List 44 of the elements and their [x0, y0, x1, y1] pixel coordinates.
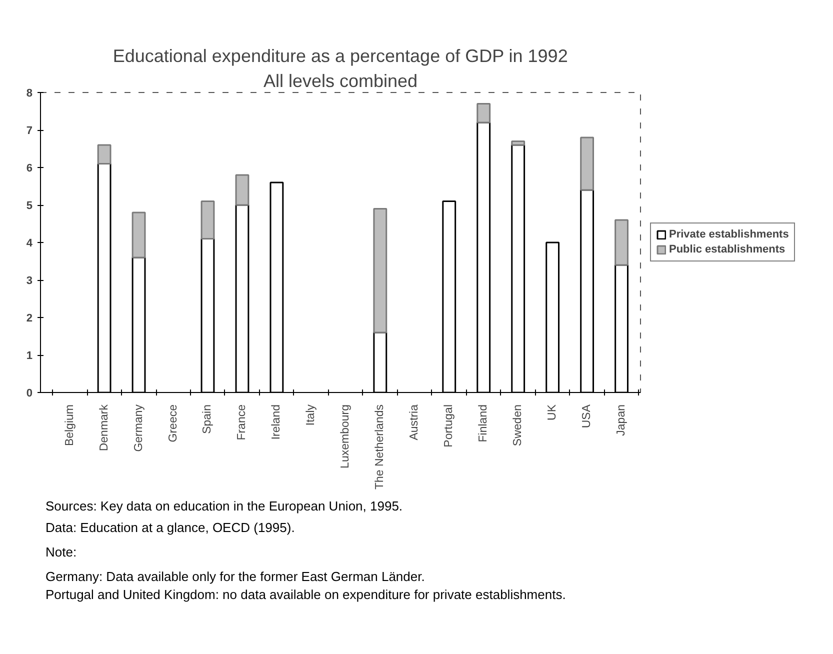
x-tick-label: The Netherlands	[374, 404, 386, 490]
bar	[235, 174, 250, 206]
x-tick-label: Belgium	[64, 404, 76, 446]
text: Portugal and United Kingdom: no data available on expenditure for private establishments.	[46, 587, 566, 602]
legend-label: Private establishments	[669, 228, 789, 240]
y-tick-label: 5	[26, 200, 33, 212]
x-tick-label: Ireland	[270, 404, 283, 440]
bar	[200, 200, 215, 240]
x-tick-label: Germany	[132, 404, 145, 452]
x-tick-label: France	[236, 404, 248, 440]
x-tick-label: Finland	[478, 404, 490, 442]
bar	[373, 208, 388, 334]
x-tick-label: Sweden	[512, 404, 524, 446]
x-tick-label: Italy	[305, 404, 318, 426]
x-tick-label: Austria	[408, 404, 421, 440]
chart-title: Educational expenditure as a percentage of GDP in 1992	[112, 46, 568, 66]
y-tick-label: 3	[26, 275, 33, 287]
text: Data: Education at a glance, OECD (1995).	[46, 520, 295, 535]
x-tick-label: Denmark	[98, 404, 110, 452]
chart-subtitle: All levels combined	[263, 71, 418, 91]
bar	[614, 219, 628, 266]
bar	[97, 144, 112, 164]
y-tick-label: 8	[26, 88, 33, 100]
x-tick-label: USA	[581, 404, 594, 428]
y-tick-label: 6	[26, 162, 33, 174]
source-note: Sources: Key data on education in the European Union, 1995.	[46, 498, 403, 514]
bar	[511, 140, 526, 146]
y-tick-label: 0	[26, 388, 33, 400]
bar	[132, 212, 146, 258]
x-tick-label: Luxembourg	[340, 404, 352, 468]
x-tick-label: Spain	[202, 404, 214, 434]
x-tick-label: Greece	[167, 404, 180, 442]
x-tick-label: Japan	[616, 404, 628, 436]
y-tick-label: 7	[26, 125, 33, 137]
y-tick-label: 4	[26, 238, 34, 250]
y-tick-label: 2	[26, 312, 33, 324]
x-tick-label: UK	[546, 404, 559, 420]
text: Note:	[46, 544, 77, 560]
legend-label: Public establishments	[669, 244, 786, 256]
bar	[580, 136, 594, 191]
text: Germany: Data available only for the former East German Länder.	[46, 569, 425, 584]
x-tick-label: Portugal	[443, 404, 456, 448]
y-tick-label: 1	[26, 350, 33, 362]
bar	[476, 103, 491, 124]
